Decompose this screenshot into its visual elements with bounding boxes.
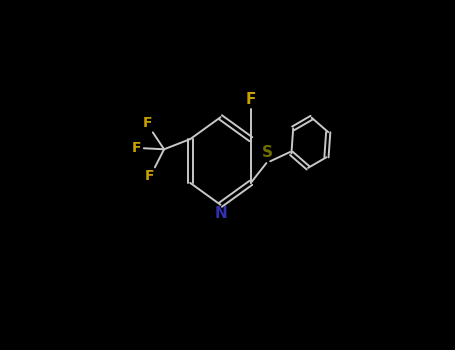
Text: F: F	[246, 92, 256, 106]
Text: S: S	[262, 145, 273, 160]
Text: F: F	[132, 141, 142, 155]
Text: F: F	[142, 116, 152, 130]
Text: F: F	[145, 169, 154, 183]
Text: N: N	[214, 206, 227, 222]
